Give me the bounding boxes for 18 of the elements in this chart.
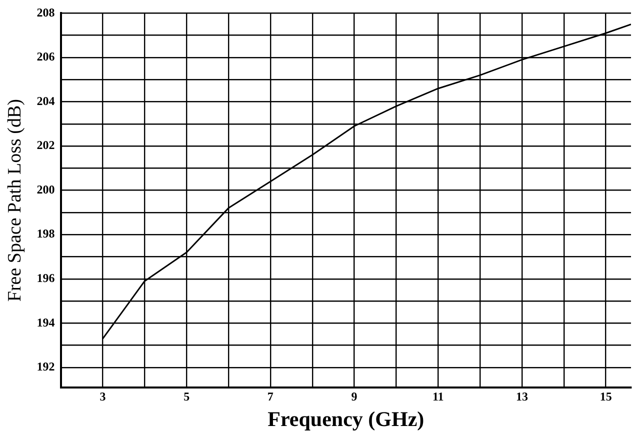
y-tick-label: 192 bbox=[36, 360, 55, 374]
y-tick-label: 198 bbox=[36, 226, 55, 241]
y-tick-label: 200 bbox=[36, 182, 55, 196]
y-tick-label: 204 bbox=[36, 94, 55, 108]
x-tick-label: 11 bbox=[432, 390, 444, 404]
y-tick-label: 194 bbox=[36, 315, 55, 330]
y-axis-title: Free Space Path Loss (dB) bbox=[4, 98, 26, 302]
x-tick-label: 15 bbox=[600, 390, 612, 404]
x-tick-label: 5 bbox=[184, 390, 190, 404]
y-tick-label: 206 bbox=[36, 50, 55, 64]
x-axis-title: Frequency (GHz) bbox=[268, 406, 424, 431]
x-tick-label: 13 bbox=[516, 390, 528, 404]
y-tick-label: 196 bbox=[36, 271, 55, 285]
x-tick-label: 7 bbox=[267, 390, 274, 404]
x-tick-label: 9 bbox=[351, 390, 358, 404]
y-tick-label: 208 bbox=[36, 5, 55, 20]
y-tick-label: 202 bbox=[36, 138, 55, 152]
x-tick-label: 3 bbox=[100, 390, 106, 404]
